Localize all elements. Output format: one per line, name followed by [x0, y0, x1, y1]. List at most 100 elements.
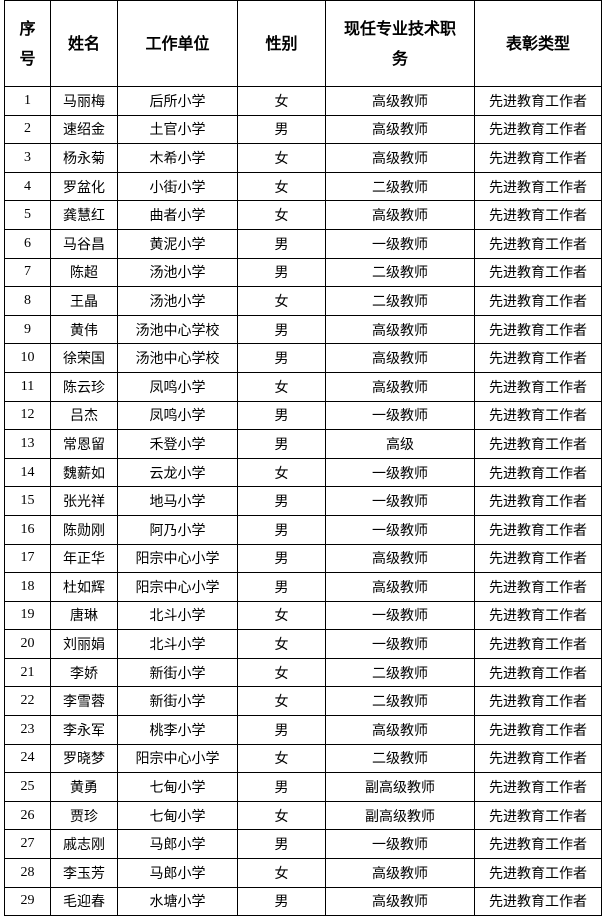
cell-unit: 凤鸣小学 [117, 371, 238, 402]
cell-gender: 男 [237, 114, 326, 145]
cell-title: 高级教师 [325, 715, 475, 745]
header-title: 现任专业技术职 务 [325, 0, 475, 87]
table-row: 8 王晶 汤池小学女二级教师 先进教育工作者 [4, 286, 602, 316]
cell-seq: 8 [4, 286, 51, 316]
header-unit: 工作单位 [117, 0, 238, 87]
cell-award-type: 先进教育工作者 [474, 200, 602, 230]
cell-name: 张光祥 [50, 486, 118, 516]
table-row: 13 常恩留 禾登小学男高级 先进教育工作者 [4, 429, 602, 459]
cell-title: 副高级教师 [325, 800, 475, 831]
cell-award-type: 先进教育工作者 [474, 858, 602, 888]
cell-seq: 25 [4, 772, 51, 802]
cell-name: 常恩留 [50, 429, 118, 459]
cell-name: 罗晓梦 [50, 743, 118, 774]
cell-gender: 女 [237, 286, 326, 316]
cell-seq: 21 [4, 657, 51, 688]
table-row: 21 李娇 新街小学女二级教师 先进教育工作者 [4, 657, 602, 688]
table-row: 5 龚慧红 曲者小学女高级教师 先进教育工作者 [4, 200, 602, 230]
cell-unit: 阿乃小学 [117, 514, 238, 545]
cell-award-type: 先进教育工作者 [474, 143, 602, 173]
cell-unit: 新街小学 [117, 686, 238, 717]
cell-gender: 男 [237, 486, 326, 516]
table-row: 6 马谷昌 黄泥小学男一级教师 先进教育工作者 [4, 228, 602, 259]
cell-gender: 女 [237, 457, 326, 488]
header-award-type: 表彰类型 [474, 0, 602, 87]
cell-seq: 19 [4, 600, 51, 631]
header-seq: 序 号 [4, 0, 51, 87]
cell-unit: 小街小学 [117, 171, 238, 202]
header-title-line1: 现任专业技术职 [343, 18, 456, 38]
cell-name: 魏薪如 [50, 457, 118, 488]
cell-title: 高级教师 [325, 114, 475, 145]
cell-award-type: 先进教育工作者 [474, 343, 602, 373]
cell-award-type: 先进教育工作者 [474, 171, 602, 202]
cell-seq: 5 [4, 200, 51, 230]
cell-gender: 女 [237, 86, 326, 116]
cell-seq: 12 [4, 400, 51, 431]
cell-name: 李永军 [50, 715, 118, 745]
cell-unit: 阳宗中心小学 [117, 543, 238, 574]
table-row: 28 李玉芳 马郎小学女高级教师 先进教育工作者 [4, 858, 602, 888]
table-row: 10 徐荣国 汤池中心学校男高级教师 先进教育工作者 [4, 343, 602, 373]
cell-gender: 男 [237, 772, 326, 802]
table-row: 11 陈云珍 凤鸣小学女高级教师 先进教育工作者 [4, 371, 602, 402]
cell-gender: 男 [237, 829, 326, 860]
cell-seq: 24 [4, 743, 51, 774]
cell-award-type: 先进教育工作者 [474, 629, 602, 659]
cell-gender: 男 [237, 257, 326, 288]
cell-title: 高级教师 [325, 858, 475, 888]
cell-seq: 1 [4, 86, 51, 116]
cell-seq: 2 [4, 114, 51, 145]
cell-unit: 汤池中心学校 [117, 314, 238, 345]
cell-gender: 男 [237, 400, 326, 431]
cell-seq: 9 [4, 314, 51, 345]
cell-gender: 男 [237, 572, 326, 602]
honor-list-table: 序 号 姓名 工作单位 性别 现任专业技术职 务 表彰类型 1 马丽梅 后所小学女高… [4, 0, 602, 916]
cell-title: 一级教师 [325, 228, 475, 259]
cell-unit: 汤池中心学校 [117, 343, 238, 373]
cell-gender: 男 [237, 314, 326, 345]
table-row: 26 贾珍 七甸小学女副高级教师 先进教育工作者 [4, 800, 602, 831]
cell-award-type: 先进教育工作者 [474, 514, 602, 545]
cell-gender: 男 [237, 715, 326, 745]
table-row: 15 张光祥 地马小学男一级教师 先进教育工作者 [4, 486, 602, 516]
table-row: 22 李雪蓉 新街小学女二级教师 先进教育工作者 [4, 686, 602, 717]
cell-unit: 七甸小学 [117, 772, 238, 802]
cell-name: 龚慧红 [50, 200, 118, 230]
cell-gender: 女 [237, 600, 326, 631]
cell-award-type: 先进教育工作者 [474, 886, 602, 916]
cell-award-type: 先进教育工作者 [474, 715, 602, 745]
cell-title: 高级教师 [325, 371, 475, 402]
cell-gender: 女 [237, 200, 326, 230]
table-row: 25 黄勇 七甸小学男副高级教师 先进教育工作者 [4, 772, 602, 802]
cell-unit: 云龙小学 [117, 457, 238, 488]
cell-gender: 男 [237, 543, 326, 574]
table-row: 19 唐琳 北斗小学女一级教师 先进教育工作者 [4, 600, 602, 631]
cell-gender: 男 [237, 514, 326, 545]
cell-award-type: 先进教育工作者 [474, 457, 602, 488]
cell-title: 高级教师 [325, 200, 475, 230]
table-row: 18 杜如辉 阳宗中心小学男高级教师 先进教育工作者 [4, 572, 602, 602]
cell-seq: 28 [4, 858, 51, 888]
cell-seq: 6 [4, 228, 51, 259]
cell-seq: 10 [4, 343, 51, 373]
cell-award-type: 先进教育工作者 [474, 429, 602, 459]
cell-unit: 马郎小学 [117, 829, 238, 860]
table-row: 27 戚志刚 马郎小学男一级教师 先进教育工作者 [4, 829, 602, 860]
header-seq-line1: 序 [19, 18, 36, 38]
table-row: 14 魏薪如 云龙小学女一级教师 先进教育工作者 [4, 457, 602, 488]
header-gender: 性别 [237, 0, 326, 87]
cell-award-type: 先进教育工作者 [474, 600, 602, 631]
cell-title: 高级 [325, 429, 475, 459]
cell-award-type: 先进教育工作者 [474, 486, 602, 516]
cell-gender: 女 [237, 686, 326, 717]
cell-unit: 北斗小学 [117, 600, 238, 631]
cell-name: 陈云珍 [50, 371, 118, 402]
cell-seq: 11 [4, 371, 51, 402]
cell-name: 李娇 [50, 657, 118, 688]
cell-unit: 水塘小学 [117, 886, 238, 916]
cell-title: 副高级教师 [325, 772, 475, 802]
cell-gender: 男 [237, 228, 326, 259]
cell-seq: 7 [4, 257, 51, 288]
cell-title: 一级教师 [325, 600, 475, 631]
